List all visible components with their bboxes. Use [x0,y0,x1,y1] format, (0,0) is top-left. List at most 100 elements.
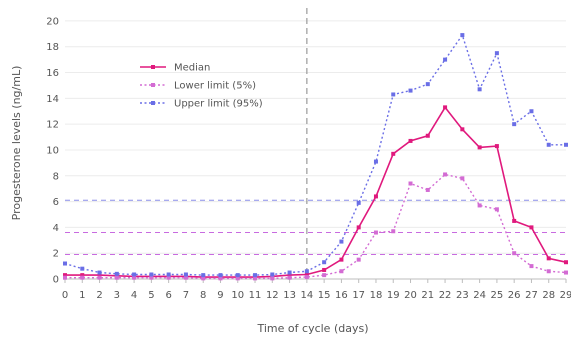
data-point-lower-limit-5 [408,181,413,186]
data-point-median [322,267,327,272]
x-tick-label: 13 [283,290,296,301]
data-point-lower-limit-5 [494,207,499,212]
data-point-upper-limit-95 [322,260,327,265]
data-point-upper-limit-95 [356,200,361,205]
data-point-lower-limit-5 [373,230,378,235]
data-point-upper-limit-95 [460,33,465,38]
data-point-upper-limit-95 [201,273,206,278]
data-point-median [304,272,309,277]
x-tick-label: 6 [165,290,171,301]
y-axis-title: Progesterone levels (ng/mL) [10,66,23,221]
data-point-upper-limit-95 [373,159,378,164]
x-tick-label: 20 [404,290,417,301]
data-point-upper-limit-95 [253,273,258,278]
data-point-median [460,127,465,132]
series-line-median [65,105,567,278]
data-point-lower-limit-5 [391,229,396,234]
data-point-lower-limit-5 [425,187,430,192]
data-point-lower-limit-5 [443,172,448,177]
data-point-lower-limit-5 [201,276,206,281]
reference-lines [65,8,566,279]
data-point-upper-limit-95 [183,272,188,277]
data-point-upper-limit-95 [304,269,309,274]
data-point-upper-limit-95 [218,273,223,278]
data-point-upper-limit-95 [477,87,482,92]
x-tick-label: 22 [439,290,452,301]
data-point-upper-limit-95 [80,266,85,271]
x-axis-title: Time of cycle (days) [257,322,369,335]
y-tick-label: 8 [53,171,59,182]
data-point-upper-limit-95 [529,109,534,114]
x-tick-label: 19 [387,290,400,301]
x-tick-label: 24 [473,290,486,301]
data-point-upper-limit-95 [235,273,240,278]
y-tick-label: 18 [46,42,59,53]
x-tick-label: 25 [491,290,504,301]
legend: Median Lower limit (5%) Upper limit (95%) [140,63,263,110]
legend-label-lower-limit-5: Lower limit (5%) [174,81,256,92]
x-tick-label: 18 [370,290,383,301]
x-tick-label: 15 [318,290,331,301]
data-point-upper-limit-95 [408,88,413,93]
data-point-median [494,144,499,149]
data-point-upper-limit-95 [97,270,102,275]
x-tick-label: 29 [560,290,571,301]
data-point-median [443,105,448,110]
data-point-median [408,138,413,143]
data-point-median [425,133,430,138]
data-point-lower-limit-5 [114,275,119,280]
data-point-upper-limit-95 [494,51,499,56]
y-tick-label: 2 [53,249,59,260]
data-point-lower-limit-5 [287,275,292,280]
data-point-lower-limit-5 [149,275,154,280]
data-point-upper-limit-95 [270,272,275,277]
x-tick-label: 7 [183,290,189,301]
x-tick-label: 1 [79,290,85,301]
x-tick-label: 3 [114,290,120,301]
y-tick-label: 14 [46,94,59,105]
data-point-median [477,145,482,150]
x-tick-label: 9 [217,290,223,301]
x-tick-label: 10 [231,290,244,301]
data-point-lower-limit-5 [97,275,102,280]
x-tick-label: 0 [62,290,68,301]
data-point-lower-limit-5 [339,269,344,274]
data-point-median [63,273,67,278]
x-tick-label: 17 [352,290,365,301]
data-point-upper-limit-95 [546,142,551,147]
x-tick-label: 11 [249,290,262,301]
data-point-median [512,218,517,223]
data-point-lower-limit-5 [460,176,465,181]
data-point-lower-limit-5 [166,275,171,280]
legend-label-upper-limit-95: Upper limit (95%) [174,99,263,110]
data-point-lower-limit-5 [304,275,309,280]
y-tick-label: 0 [53,275,59,286]
x-tick-label: 8 [200,290,206,301]
data-point-upper-limit-95 [391,92,396,97]
data-point-lower-limit-5 [218,276,223,281]
x-tick-label: 28 [542,290,555,301]
x-tick-label: 2 [96,290,102,301]
data-point-lower-limit-5 [80,275,85,280]
data-point-lower-limit-5 [512,251,517,256]
x-tick-label: 27 [525,290,538,301]
legend-marker-lower-limit-5 [151,83,155,87]
series-layer [63,33,568,281]
y-tick-label: 6 [53,197,59,208]
y-tick-label: 12 [46,120,59,131]
data-point-lower-limit-5 [270,276,275,281]
data-point-upper-limit-95 [132,272,137,277]
data-point-median [564,260,568,265]
data-point-upper-limit-95 [114,271,119,276]
data-point-median [339,257,344,262]
x-tick-label: 14 [300,290,313,301]
data-point-median [529,225,534,230]
data-point-lower-limit-5 [356,257,361,262]
x-tick-label: 16 [335,290,348,301]
legend-label-median: Median [174,63,210,74]
data-point-median [287,273,292,278]
data-point-upper-limit-95 [564,142,568,147]
